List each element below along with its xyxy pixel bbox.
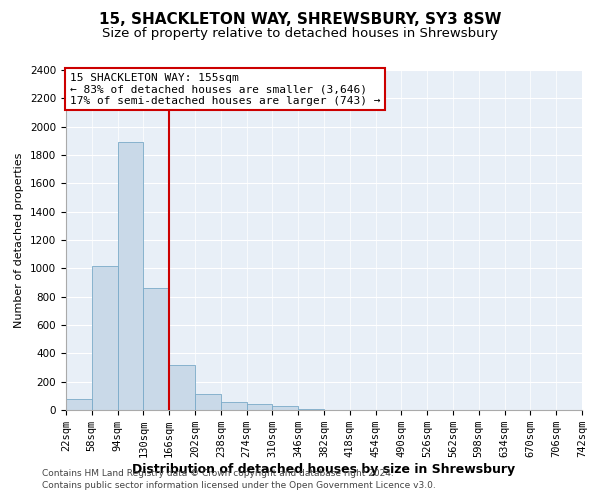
Bar [272, 406, 298, 410]
Bar [195, 394, 221, 410]
Bar [247, 404, 272, 410]
Text: 15 SHACKLETON WAY: 155sqm
← 83% of detached houses are smaller (3,646)
17% of se: 15 SHACKLETON WAY: 155sqm ← 83% of detac… [70, 73, 380, 106]
Bar [118, 142, 143, 410]
Y-axis label: Number of detached properties: Number of detached properties [14, 152, 25, 328]
Text: Contains HM Land Registry data © Crown copyright and database right 2024.: Contains HM Land Registry data © Crown c… [42, 468, 394, 477]
Text: Size of property relative to detached houses in Shrewsbury: Size of property relative to detached ho… [102, 28, 498, 40]
X-axis label: Distribution of detached houses by size in Shrewsbury: Distribution of detached houses by size … [133, 463, 515, 476]
Bar [221, 402, 247, 410]
Bar [169, 366, 195, 410]
Bar [298, 408, 324, 410]
Bar [143, 288, 169, 410]
Bar [66, 400, 92, 410]
Text: Contains public sector information licensed under the Open Government Licence v3: Contains public sector information licen… [42, 481, 436, 490]
Text: 15, SHACKLETON WAY, SHREWSBURY, SY3 8SW: 15, SHACKLETON WAY, SHREWSBURY, SY3 8SW [99, 12, 501, 28]
Bar [92, 266, 118, 410]
